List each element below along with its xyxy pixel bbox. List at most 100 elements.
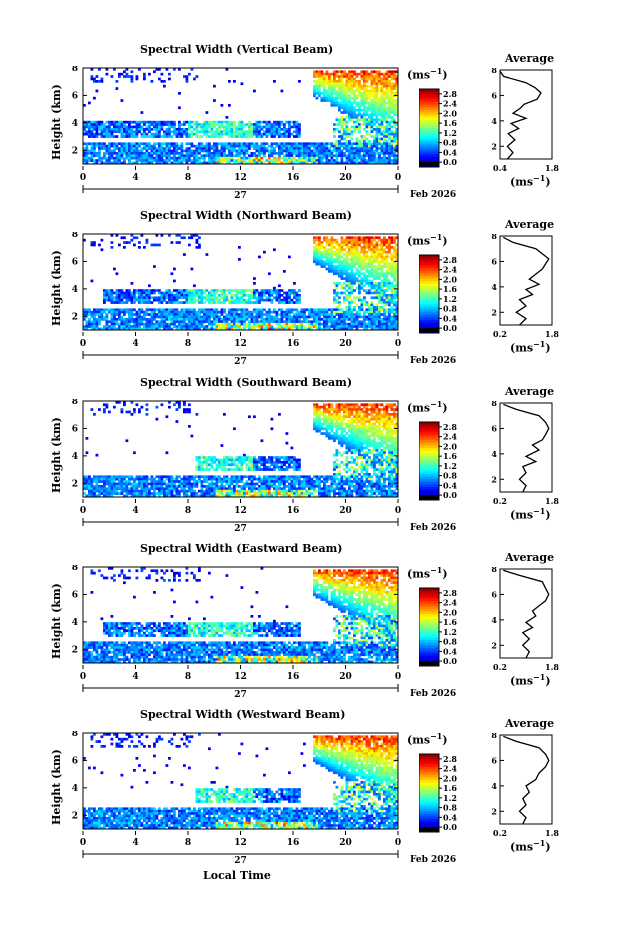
heatmap-cell xyxy=(370,241,374,244)
heatmap-cell xyxy=(273,320,276,324)
heatmap-cell xyxy=(275,289,279,292)
heatmap-cell xyxy=(370,156,374,160)
heatmap-cell xyxy=(243,322,246,326)
average-title: Average xyxy=(505,218,555,231)
heatmap-cell xyxy=(358,258,361,261)
heatmap-cell xyxy=(150,296,154,300)
heatmap-cell xyxy=(388,301,391,304)
heatmap-cell xyxy=(118,291,121,295)
heatmap-cell xyxy=(373,320,376,324)
heatmap-cell xyxy=(210,125,214,129)
heatmap-cell xyxy=(388,137,391,141)
heatmap-cell xyxy=(190,236,194,240)
heatmap-cell xyxy=(340,291,344,295)
heatmap-cell xyxy=(320,265,324,268)
heatmap-cell xyxy=(165,135,169,138)
heatmap-cell xyxy=(353,120,356,124)
heatmap-cell xyxy=(83,120,86,124)
heatmap-cell xyxy=(308,313,311,316)
heatmap-cell xyxy=(235,144,239,148)
colorbar-step xyxy=(419,107,439,111)
heatmap-cell xyxy=(383,128,386,131)
date-label: Feb 2026 xyxy=(410,356,457,366)
heatmap-cell xyxy=(255,320,259,324)
heatmap-cell xyxy=(340,260,344,264)
heatmap-cell xyxy=(268,318,271,321)
heatmap-cell xyxy=(288,325,291,328)
heatmap-cell xyxy=(153,147,156,150)
heatmap-cell xyxy=(118,308,121,312)
heatmap-cell xyxy=(350,154,354,158)
heatmap-cell xyxy=(260,135,264,138)
heatmap-cell xyxy=(133,301,136,304)
heatmap-cell xyxy=(343,130,346,134)
heatmap-cell xyxy=(383,260,386,264)
heatmap-cell xyxy=(223,130,226,134)
heatmap-cell xyxy=(393,301,396,304)
heatmap-cell xyxy=(135,475,139,479)
heatmap-cell xyxy=(253,315,256,319)
heatmap-cell xyxy=(100,77,104,81)
heatmap-cell xyxy=(158,301,161,304)
heatmap-cell xyxy=(95,477,99,481)
heatmap-cell xyxy=(255,147,259,150)
heatmap-cell xyxy=(360,77,364,81)
heatmap-cell xyxy=(208,308,211,312)
heatmap-cell xyxy=(343,137,346,141)
colorbar-step xyxy=(419,125,439,129)
heatmap-cell xyxy=(200,130,204,134)
heatmap-cell xyxy=(95,154,99,158)
heatmap-cell xyxy=(90,243,94,247)
heatmap-cell xyxy=(268,128,271,131)
heatmap-cell xyxy=(348,80,351,83)
heatmap-cell xyxy=(305,144,309,148)
heatmap-cell xyxy=(173,130,176,134)
heatmap-cell xyxy=(373,137,376,141)
heatmap-cell xyxy=(390,236,394,240)
heatmap-cell xyxy=(118,159,121,162)
heatmap-cell xyxy=(195,75,199,78)
heatmap-cell xyxy=(355,137,359,141)
heatmap-cell xyxy=(390,258,394,261)
heatmap-cell xyxy=(130,75,134,78)
heatmap-cell xyxy=(350,125,354,129)
heatmap-cell xyxy=(148,130,151,134)
heatmap-cell xyxy=(120,301,124,304)
heatmap-cell xyxy=(105,327,109,331)
heatmap-cell xyxy=(273,289,276,292)
heatmap-cell xyxy=(158,289,161,292)
heatmap-cell xyxy=(150,477,154,481)
heatmap-cell xyxy=(353,301,356,304)
heatmap-cell xyxy=(220,301,224,304)
heatmap-cell xyxy=(338,308,341,312)
heatmap-cell xyxy=(168,135,171,138)
heatmap-cell xyxy=(355,279,359,283)
heatmap-cell xyxy=(265,313,269,316)
heatmap-cell xyxy=(113,482,116,486)
heatmap-cell xyxy=(178,135,181,138)
heatmap-cell xyxy=(108,152,111,155)
heatmap-cell xyxy=(360,315,364,319)
heatmap-cell xyxy=(273,152,276,155)
heatmap-cell xyxy=(265,298,269,302)
heatmap-cell xyxy=(348,142,351,146)
heatmap-cell xyxy=(310,159,314,162)
heatmap-cell xyxy=(340,284,344,288)
heatmap-cell xyxy=(383,77,386,81)
heatmap-cell xyxy=(363,123,366,126)
heatmap-cell xyxy=(295,308,299,312)
heatmap-cell xyxy=(365,279,369,283)
heatmap-cell xyxy=(168,234,171,237)
heatmap-cell xyxy=(228,142,231,146)
heatmap-cell xyxy=(358,310,361,314)
heatmap-cell xyxy=(360,149,364,153)
heatmap-cell xyxy=(138,68,141,71)
heatmap-cell xyxy=(353,161,356,165)
heatmap-cell xyxy=(85,487,89,491)
heatmap-cell xyxy=(360,154,364,158)
heatmap-cell xyxy=(385,238,389,242)
heatmap-cell xyxy=(95,123,99,126)
heatmap-cell xyxy=(100,315,104,319)
heatmap-cell xyxy=(205,123,209,126)
heatmap-cell xyxy=(345,156,349,160)
